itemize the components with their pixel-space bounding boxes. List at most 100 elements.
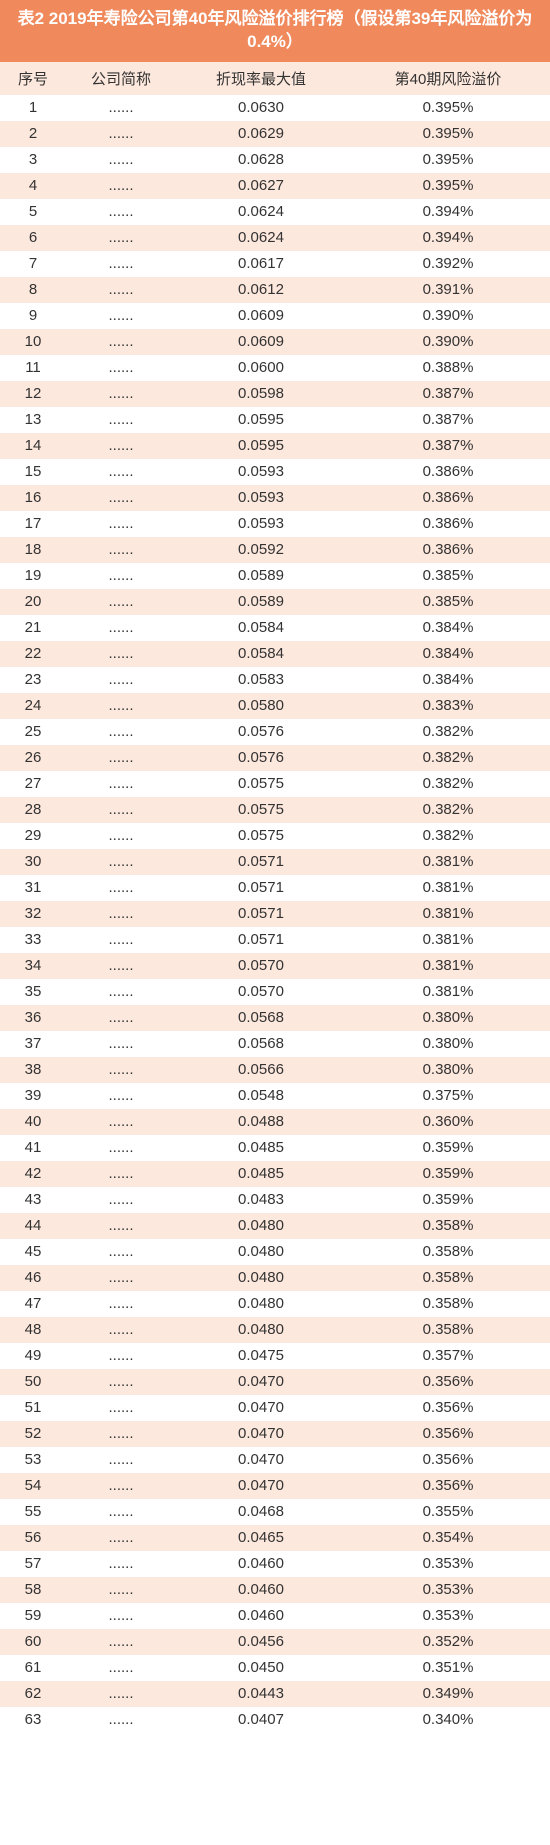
table-row: 34......0.05700.381% <box>0 953 550 979</box>
cell-rate: 0.0465 <box>176 1525 346 1551</box>
cell-premium: 0.358% <box>346 1213 550 1239</box>
cell-rate: 0.0443 <box>176 1681 346 1707</box>
cell-premium: 0.385% <box>346 563 550 589</box>
table-row: 44......0.04800.358% <box>0 1213 550 1239</box>
table-row: 24......0.05800.383% <box>0 693 550 719</box>
cell-company: ...... <box>66 1083 176 1109</box>
table-row: 54......0.04700.356% <box>0 1473 550 1499</box>
table-row: 11......0.06000.388% <box>0 355 550 381</box>
cell-rate: 0.0483 <box>176 1187 346 1213</box>
cell-company: ...... <box>66 1551 176 1577</box>
cell-rate: 0.0595 <box>176 407 346 433</box>
cell-premium: 0.381% <box>346 927 550 953</box>
cell-no: 61 <box>0 1655 66 1681</box>
cell-rate: 0.0583 <box>176 667 346 693</box>
cell-company: ...... <box>66 797 176 823</box>
table-row: 49......0.04750.357% <box>0 1343 550 1369</box>
cell-company: ...... <box>66 823 176 849</box>
cell-no: 18 <box>0 537 66 563</box>
cell-premium: 0.359% <box>346 1135 550 1161</box>
cell-premium: 0.380% <box>346 1005 550 1031</box>
cell-premium: 0.349% <box>346 1681 550 1707</box>
cell-no: 8 <box>0 277 66 303</box>
col-header-rate: 折现率最大值 <box>176 62 346 95</box>
cell-company: ...... <box>66 147 176 173</box>
cell-rate: 0.0566 <box>176 1057 346 1083</box>
cell-no: 23 <box>0 667 66 693</box>
cell-no: 51 <box>0 1395 66 1421</box>
table-row: 18......0.05920.386% <box>0 537 550 563</box>
cell-no: 62 <box>0 1681 66 1707</box>
cell-premium: 0.340% <box>346 1707 550 1733</box>
cell-rate: 0.0570 <box>176 979 346 1005</box>
cell-no: 29 <box>0 823 66 849</box>
cell-no: 50 <box>0 1369 66 1395</box>
cell-premium: 0.395% <box>346 173 550 199</box>
table-row: 33......0.05710.381% <box>0 927 550 953</box>
cell-premium: 0.382% <box>346 745 550 771</box>
cell-rate: 0.0589 <box>176 563 346 589</box>
cell-rate: 0.0480 <box>176 1213 346 1239</box>
table-row: 56......0.04650.354% <box>0 1525 550 1551</box>
cell-no: 26 <box>0 745 66 771</box>
cell-no: 39 <box>0 1083 66 1109</box>
cell-rate: 0.0456 <box>176 1629 346 1655</box>
cell-no: 14 <box>0 433 66 459</box>
col-header-company: 公司简称 <box>66 62 176 95</box>
cell-premium: 0.356% <box>346 1473 550 1499</box>
cell-no: 47 <box>0 1291 66 1317</box>
cell-company: ...... <box>66 641 176 667</box>
cell-company: ...... <box>66 173 176 199</box>
cell-company: ...... <box>66 615 176 641</box>
cell-rate: 0.0575 <box>176 823 346 849</box>
cell-premium: 0.395% <box>346 121 550 147</box>
cell-no: 31 <box>0 875 66 901</box>
table-row: 3......0.06280.395% <box>0 147 550 173</box>
table-row: 23......0.05830.384% <box>0 667 550 693</box>
table-row: 61......0.04500.351% <box>0 1655 550 1681</box>
cell-premium: 0.357% <box>346 1343 550 1369</box>
cell-premium: 0.391% <box>346 277 550 303</box>
cell-premium: 0.358% <box>346 1265 550 1291</box>
cell-rate: 0.0630 <box>176 95 346 121</box>
cell-premium: 0.384% <box>346 615 550 641</box>
table-row: 4......0.06270.395% <box>0 173 550 199</box>
cell-company: ...... <box>66 901 176 927</box>
cell-company: ...... <box>66 771 176 797</box>
cell-rate: 0.0589 <box>176 589 346 615</box>
cell-rate: 0.0629 <box>176 121 346 147</box>
cell-rate: 0.0600 <box>176 355 346 381</box>
table-row: 25......0.05760.382% <box>0 719 550 745</box>
cell-rate: 0.0460 <box>176 1577 346 1603</box>
cell-no: 16 <box>0 485 66 511</box>
cell-rate: 0.0592 <box>176 537 346 563</box>
cell-premium: 0.360% <box>346 1109 550 1135</box>
cell-no: 54 <box>0 1473 66 1499</box>
table-row: 46......0.04800.358% <box>0 1265 550 1291</box>
cell-rate: 0.0485 <box>176 1135 346 1161</box>
cell-no: 44 <box>0 1213 66 1239</box>
cell-premium: 0.356% <box>346 1395 550 1421</box>
cell-no: 13 <box>0 407 66 433</box>
table-row: 19......0.05890.385% <box>0 563 550 589</box>
cell-company: ...... <box>66 927 176 953</box>
table-row: 60......0.04560.352% <box>0 1629 550 1655</box>
cell-no: 41 <box>0 1135 66 1161</box>
cell-rate: 0.0593 <box>176 511 346 537</box>
table-row: 10......0.06090.390% <box>0 329 550 355</box>
cell-premium: 0.390% <box>346 329 550 355</box>
cell-company: ...... <box>66 875 176 901</box>
cell-premium: 0.382% <box>346 797 550 823</box>
cell-premium: 0.386% <box>346 537 550 563</box>
cell-premium: 0.386% <box>346 511 550 537</box>
cell-rate: 0.0617 <box>176 251 346 277</box>
table-row: 36......0.05680.380% <box>0 1005 550 1031</box>
cell-premium: 0.394% <box>346 199 550 225</box>
cell-company: ...... <box>66 329 176 355</box>
cell-rate: 0.0575 <box>176 771 346 797</box>
cell-company: ...... <box>66 1317 176 1343</box>
cell-no: 20 <box>0 589 66 615</box>
table-row: 15......0.05930.386% <box>0 459 550 485</box>
cell-no: 11 <box>0 355 66 381</box>
table-row: 38......0.05660.380% <box>0 1057 550 1083</box>
